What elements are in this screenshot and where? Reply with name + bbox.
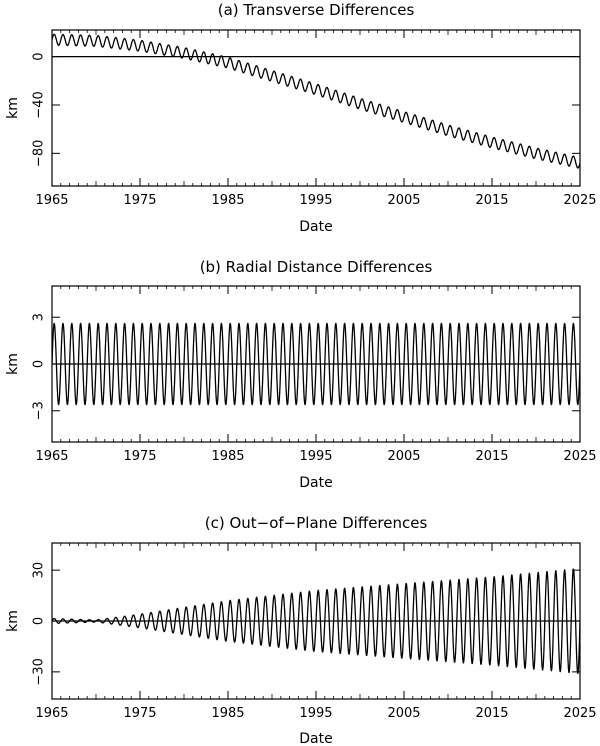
panel-title: (c) Out−of−Plane Differences — [205, 514, 428, 532]
x-tick-label: 1995 — [299, 706, 332, 721]
series-line-0 — [52, 568, 580, 674]
x-tick-label: 2015 — [475, 706, 508, 721]
series-line-0 — [52, 33, 580, 169]
x-tick-label: 1975 — [123, 706, 156, 721]
y-tick-label: −80 — [32, 140, 47, 167]
x-tick-label: 2005 — [387, 449, 420, 464]
y-axis-label: km — [5, 353, 21, 375]
x-tick-label: 1965 — [35, 449, 68, 464]
x-tick-label: 2015 — [475, 193, 508, 208]
y-axis-label: km — [5, 610, 21, 632]
x-tick-label: 2025 — [563, 193, 596, 208]
x-tick-label: 1985 — [211, 449, 244, 464]
panel-title: (b) Radial Distance Differences — [200, 258, 433, 276]
x-tick-label: 1985 — [211, 706, 244, 721]
y-axis-label: km — [5, 97, 21, 119]
y-tick-label: 3 — [32, 313, 47, 321]
panel-title: (a) Transverse Differences — [218, 1, 415, 19]
panel-2: (c) Out−of−Plane Differences 1965 1975 1985… — [5, 514, 597, 746]
x-tick-label: 2025 — [563, 706, 596, 721]
y-tick-label: −30 — [32, 658, 47, 685]
plot-frame — [51, 29, 581, 187]
x-tick-label: 1965 — [35, 706, 68, 721]
x-axis-label: Date — [299, 475, 332, 491]
y-tick-label: 30 — [32, 562, 47, 579]
x-tick-label: 2005 — [387, 706, 420, 721]
y-tick-label: 0 — [32, 360, 47, 368]
x-tick-label: 1995 — [299, 449, 332, 464]
x-tick-label: 2005 — [387, 193, 420, 208]
x-tick-label: 1975 — [123, 193, 156, 208]
x-tick-label: 1975 — [123, 449, 156, 464]
y-tick-label: −3 — [32, 401, 47, 420]
y-tick-label: 0 — [32, 52, 47, 60]
y-tick-label: 0 — [32, 617, 47, 625]
series-line-0 — [52, 322, 580, 406]
x-axis-label: Date — [299, 219, 332, 235]
y-tick-label: −40 — [32, 91, 47, 118]
x-tick-label: 1965 — [35, 193, 68, 208]
panel-1: (b) Radial Distance Differences 1965 1975 1… — [5, 258, 597, 491]
x-tick-label: 2025 — [563, 449, 596, 464]
panel-0: (a) Transverse Differences 1965 1975 1985 19… — [5, 1, 597, 235]
x-tick-label: 1985 — [211, 193, 244, 208]
x-tick-label: 2015 — [475, 449, 508, 464]
x-axis-label: Date — [299, 731, 332, 746]
x-tick-label: 1995 — [299, 193, 332, 208]
